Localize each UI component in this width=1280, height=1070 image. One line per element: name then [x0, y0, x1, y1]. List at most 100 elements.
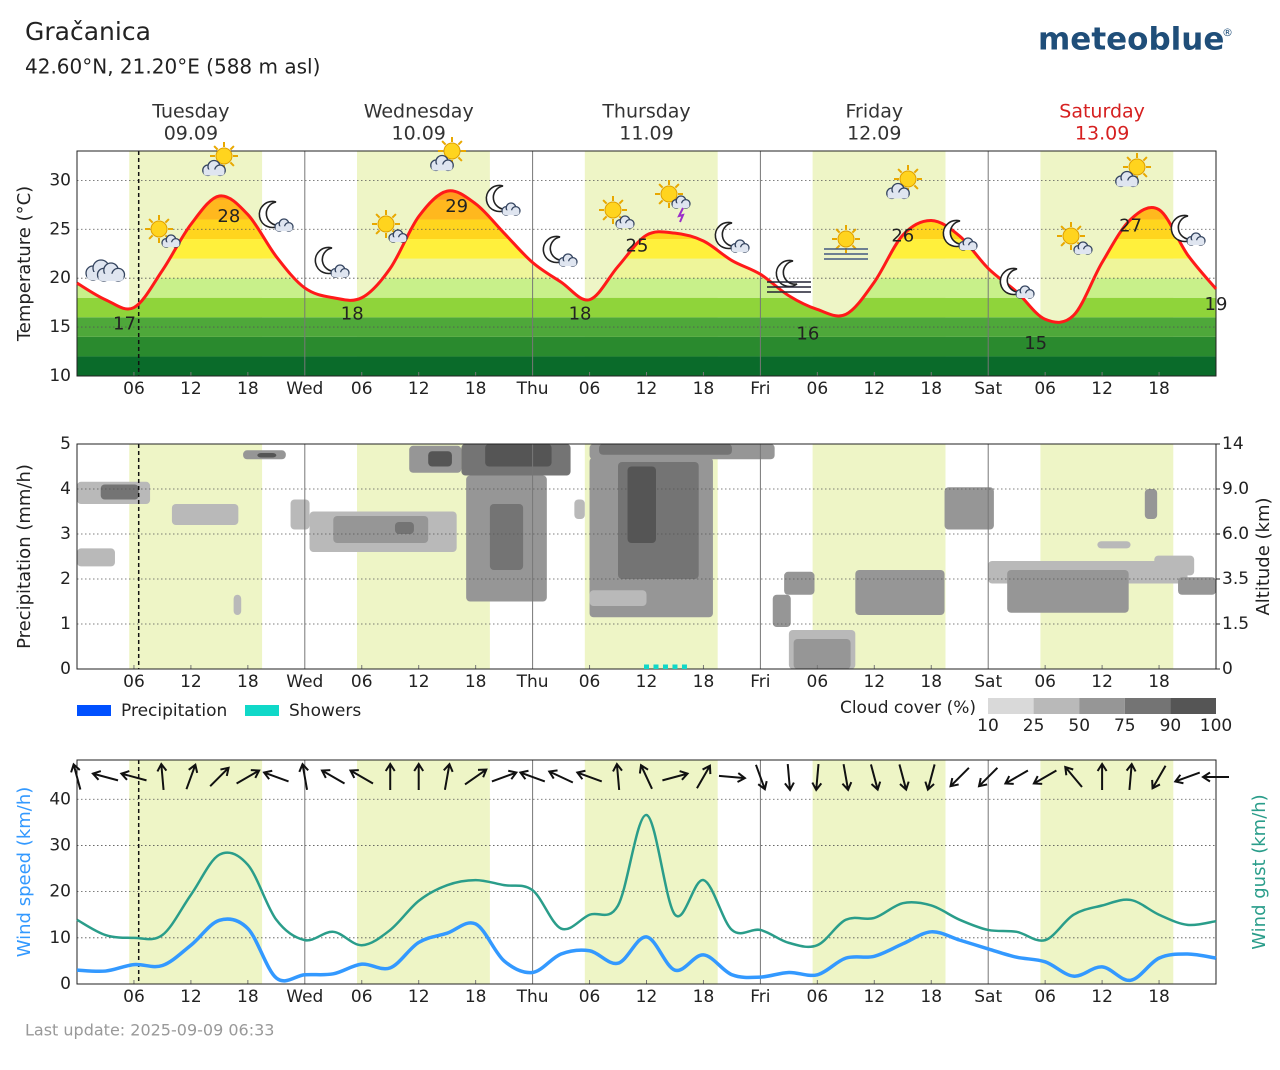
- y-tick-label: 5: [60, 434, 71, 454]
- cloud-patch: [627, 466, 656, 543]
- day-date: 12.09: [847, 123, 901, 145]
- day-name: Tuesday: [151, 101, 229, 123]
- wind-arrow: [869, 764, 882, 792]
- cloud: [1187, 240, 1205, 245]
- cloud-patch: [1007, 570, 1129, 613]
- wind-arrow: [1032, 769, 1057, 785]
- sun-ray: [457, 156, 463, 162]
- wind-arrow: [185, 763, 199, 790]
- temperature-extreme-label: 26: [891, 225, 914, 246]
- sun-ray: [457, 140, 463, 146]
- weather-icon: [999, 267, 1035, 299]
- y2-tick-label: 6.0: [1222, 524, 1249, 544]
- wind-arrow: [1201, 771, 1229, 783]
- wind-arrow: [1003, 769, 1029, 785]
- x-tick-label: Sat: [974, 672, 1002, 692]
- wind-arrow: [320, 769, 346, 785]
- x-tick-label: 18: [237, 379, 259, 399]
- wind-gust-line: [76, 813, 1217, 949]
- sun-ray: [1060, 225, 1066, 231]
- y2-tick-label: 9.0: [1222, 479, 1249, 499]
- cloud-patch: [1154, 555, 1195, 576]
- wind-arrow: [924, 764, 936, 792]
- y-tick-label: 30: [49, 835, 71, 855]
- y-tick-label: 0: [60, 659, 71, 679]
- x-tick-label: 12: [636, 379, 658, 399]
- lightning: [677, 207, 685, 223]
- cloud: [559, 261, 577, 266]
- y-tick-label: 3: [60, 524, 71, 544]
- x-tick-label: 06: [123, 672, 145, 692]
- wind-arrow: [784, 763, 795, 792]
- weather-icon: [714, 221, 750, 253]
- plot-frame: [76, 150, 1217, 377]
- x-tick-label: 06: [351, 672, 373, 692]
- cloud-patch: [171, 504, 239, 525]
- sun-ray: [658, 183, 664, 189]
- sun-ray: [897, 168, 903, 174]
- wind-arrow: [841, 764, 853, 792]
- sun-ray: [441, 140, 447, 146]
- x-tick-label: Wed: [286, 987, 323, 1007]
- daylight-band: [129, 760, 263, 984]
- coordinates: 42.60°N, 21.20°E (588 m asl): [25, 55, 320, 79]
- y2-tick-label: 1.5: [1222, 614, 1249, 634]
- cloud: [1074, 249, 1092, 254]
- sun: [1062, 227, 1080, 245]
- y-tick-label: 2: [60, 569, 71, 589]
- day-date: 13.09: [1075, 123, 1129, 145]
- sun-ray: [148, 218, 154, 224]
- weather-icon: [485, 184, 521, 216]
- cloud-patch: [257, 453, 277, 458]
- cloud: [275, 226, 293, 231]
- cloud: [887, 192, 909, 199]
- x-tick-label: Sat: [974, 379, 1002, 399]
- weather-icon: [1115, 153, 1151, 188]
- cloud-legend-label: 25: [1023, 716, 1045, 736]
- x-tick-label: 12: [863, 987, 885, 1007]
- sun-ray: [913, 168, 919, 174]
- sun-ray: [658, 199, 664, 205]
- sun: [899, 170, 917, 188]
- sun-ray: [148, 234, 154, 240]
- sun-ray: [602, 199, 608, 205]
- weather-icon: [430, 137, 466, 172]
- temperature-extreme-label: 18: [341, 304, 364, 325]
- wind-arrow: [119, 770, 147, 782]
- y2-tick-label: 0: [1222, 659, 1233, 679]
- cloud-patch: [772, 594, 791, 627]
- wind-arrow: [298, 762, 309, 790]
- cloud-legend-title: Cloud cover (%): [840, 698, 976, 718]
- precipitation-bar: [653, 664, 659, 669]
- daylight-band: [812, 760, 946, 984]
- wind-arrow: [156, 762, 168, 791]
- day-date: 10.09: [391, 123, 445, 145]
- plot-frame: [76, 759, 1217, 985]
- weather-icon: [1170, 214, 1206, 246]
- wind-arrow: [977, 767, 999, 788]
- x-tick-label: 06: [123, 987, 145, 1007]
- wind-arrow: [443, 762, 454, 790]
- cloud-patch: [599, 444, 732, 455]
- y2-tick-label: 14: [1222, 434, 1244, 454]
- sun: [837, 230, 855, 248]
- cloud-legend-swatch: [988, 698, 1034, 714]
- x-tick-label: Thu: [516, 379, 549, 399]
- cloud-legend-label: 100: [1200, 716, 1232, 736]
- wind-arrow: [898, 764, 910, 792]
- cloud: [389, 237, 407, 242]
- x-tick-label: 06: [1034, 672, 1056, 692]
- sun-ray: [213, 145, 219, 151]
- y-tick-label: 40: [49, 789, 71, 809]
- cloud-legend-label: 50: [1068, 716, 1090, 736]
- daylight-band: [1040, 760, 1174, 984]
- temperature-extreme-label: 27: [1119, 216, 1142, 237]
- cloud-patch: [1178, 577, 1216, 595]
- legend-swatch: [245, 705, 279, 716]
- temperature-band: [77, 336, 1216, 357]
- x-tick-label: 06: [123, 379, 145, 399]
- x-tick-label: Wed: [286, 672, 323, 692]
- x-tick-label: 18: [237, 672, 259, 692]
- x-tick-label: 06: [579, 987, 601, 1007]
- sun: [604, 201, 622, 219]
